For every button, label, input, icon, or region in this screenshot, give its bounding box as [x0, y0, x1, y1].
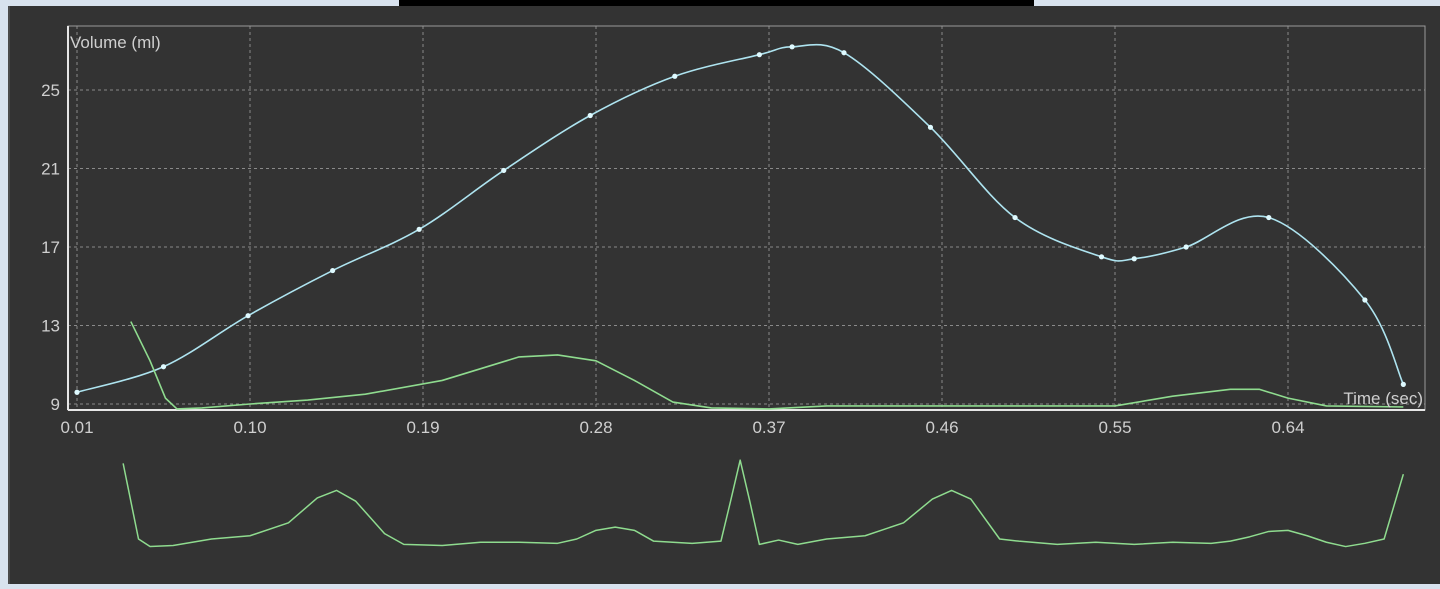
data-point: [245, 313, 251, 319]
x-tick-label: 0.19: [406, 418, 439, 437]
data-point: [416, 226, 422, 232]
x-tick-label: 0.37: [752, 418, 785, 437]
chart-panel: 0.01 0.10 0.19 0.28 0.37 0.46 0.55 0.64 9 13 17 21…: [8, 6, 1440, 584]
x-axis-label: Time (sec): [1343, 389, 1423, 408]
grid: [68, 26, 1425, 410]
data-point: [501, 167, 507, 174]
x-tick-label: 0.01: [60, 418, 93, 437]
plot-frame: [67, 25, 1426, 411]
series-layer: [74, 43, 1406, 410]
x-tick-label: 0.10: [233, 418, 266, 437]
data-point: [789, 44, 795, 50]
data-point: [672, 73, 678, 79]
data-point: [1362, 297, 1368, 303]
data-point: [841, 50, 847, 56]
series-line-1: [76, 43, 1405, 393]
y-tick-labels: 9 13 17 21 25: [41, 81, 60, 414]
y-tick-label: 9: [51, 395, 60, 414]
data-point: [756, 52, 762, 58]
volume-time-chart: 0.01 0.10 0.19 0.28 0.37 0.46 0.55 0.64 9 13 17 21…: [41, 25, 1426, 548]
trace-layer: [122, 459, 1405, 548]
x-tick-label: 0.28: [579, 418, 612, 437]
x-tick-labels: 0.01 0.10 0.19 0.28 0.37 0.46 0.55 0.64: [60, 418, 1304, 437]
panel-left-border: [8, 6, 10, 584]
y-tick-label: 25: [41, 81, 60, 100]
title-bar: [399, 0, 1034, 6]
data-point: [1131, 256, 1137, 262]
data-point: [1012, 214, 1018, 221]
x-tick-label: 0.46: [925, 418, 958, 437]
y-tick-label: 17: [41, 238, 60, 257]
data-point: [1098, 254, 1105, 260]
data-point: [1400, 381, 1406, 387]
data-point: [74, 389, 80, 395]
x-tick-label: 0.64: [1271, 418, 1304, 437]
data-point: [587, 112, 593, 119]
y-tick-label: 21: [41, 160, 60, 179]
data-point: [927, 124, 934, 130]
data-point: [160, 364, 167, 370]
data-point: [330, 267, 336, 274]
data-point: [1183, 244, 1189, 250]
trace-line: [122, 459, 1405, 548]
data-point: [1266, 214, 1272, 221]
x-tick-label: 0.55: [1098, 418, 1131, 437]
series-line-2: [130, 321, 1404, 410]
y-tick-label: 13: [41, 317, 60, 336]
y-axis-label: Volume (ml): [70, 33, 161, 52]
